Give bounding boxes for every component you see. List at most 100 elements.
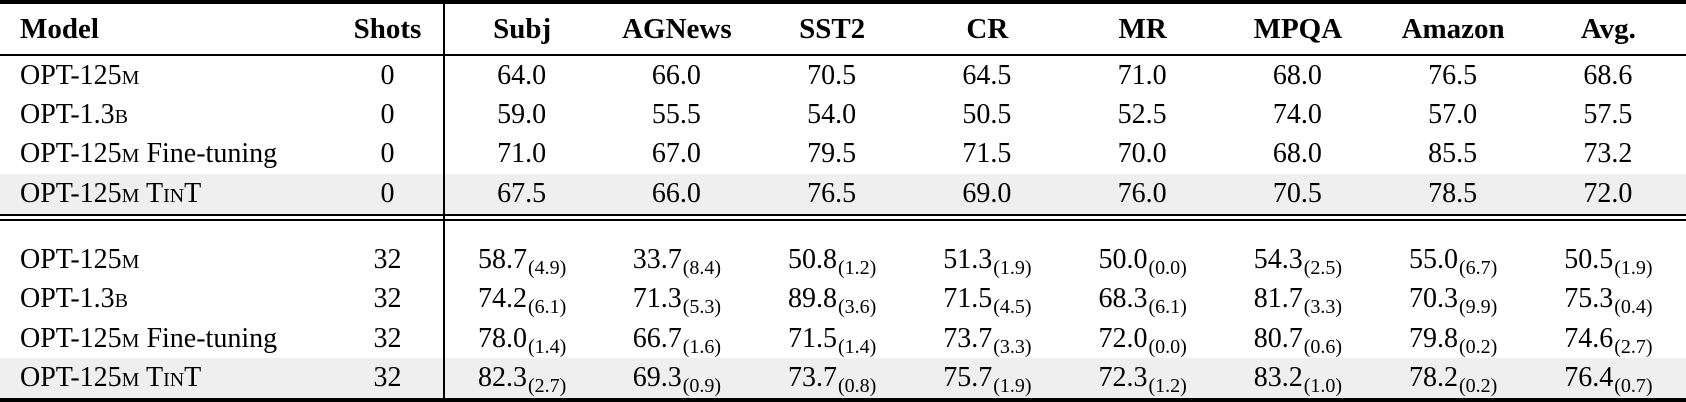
table-row-32shot-opt13b: OPT-1.3b 32 74.2(6.1) 71.3(5.3) 89.8(3.6… bbox=[0, 279, 1686, 320]
score-cell: 74.2(6.1) bbox=[442, 279, 600, 320]
score-cell: 52.5 bbox=[1117, 99, 1167, 131]
score-cell: 72.0(0.0) bbox=[1098, 322, 1187, 358]
shots-value: 0 bbox=[332, 174, 444, 215]
score-cell: 71.5 bbox=[962, 138, 1012, 170]
score-cell: 76.0 bbox=[1065, 174, 1221, 215]
column-header-mr: MR bbox=[1065, 2, 1221, 56]
score-cell: 79.5 bbox=[807, 138, 857, 170]
score-cell: 80.7(0.6) bbox=[1253, 322, 1343, 358]
score-cell: 71.5(1.4) bbox=[787, 322, 877, 358]
column-header-cr: CR bbox=[909, 2, 1065, 56]
score-cell: 78.0(1.4) bbox=[442, 319, 600, 359]
section-divider-double-rule bbox=[0, 213, 1686, 241]
score-cell: 78.5 bbox=[1375, 174, 1531, 215]
score-cell: 81.7(3.3) bbox=[1253, 283, 1343, 319]
score-cell: 66.0 bbox=[651, 59, 701, 91]
score-cell: 57.0 bbox=[1428, 99, 1478, 131]
score-cell: 82.3(2.7) bbox=[442, 358, 600, 400]
score-cell: 55.0(6.7) bbox=[1408, 244, 1498, 280]
model-name: OPT-125m bbox=[20, 244, 140, 276]
score-cell: 51.3(1.9) bbox=[943, 244, 1032, 280]
score-cell: 76.4(0.7) bbox=[1530, 358, 1686, 400]
score-cell: 70.3(9.9) bbox=[1408, 283, 1498, 319]
score-cell: 54.0 bbox=[807, 99, 857, 131]
model-name: OPT-1.3b bbox=[20, 283, 128, 315]
model-name: OPT-125m Fine-tuning bbox=[20, 138, 278, 170]
score-cell: 89.8(3.6) bbox=[787, 283, 877, 319]
column-header-agnews: AGNews bbox=[599, 2, 755, 56]
model-name: OPT-125m TinT bbox=[0, 174, 332, 215]
shots-value: 0 bbox=[380, 138, 395, 170]
score-cell: 85.5 bbox=[1428, 138, 1478, 170]
header-row: Model Shots Subj AGNews SST2 CR MR MPQA … bbox=[0, 2, 1686, 56]
shots-value: 32 bbox=[373, 244, 402, 276]
shots-value: 32 bbox=[373, 283, 402, 315]
score-cell: 71.0 bbox=[442, 134, 600, 175]
column-header-amazon: Amazon bbox=[1375, 2, 1531, 56]
column-header-sst2: SST2 bbox=[754, 2, 910, 56]
score-cell: 54.3(2.5) bbox=[1253, 244, 1343, 280]
column-header-mpqa: MPQA bbox=[1220, 2, 1376, 56]
shots-value: 32 bbox=[332, 358, 444, 400]
table-row-32shot-finetuning: OPT-125m Fine-tuning 32 78.0(1.4) 66.7(1… bbox=[0, 319, 1686, 359]
score-cell: 68.3(6.1) bbox=[1098, 283, 1187, 319]
score-cell: 69.0 bbox=[909, 174, 1065, 215]
score-cell: 73.2 bbox=[1583, 138, 1633, 170]
score-cell: 74.0 bbox=[1272, 99, 1322, 131]
score-cell: 71.5(4.5) bbox=[943, 283, 1032, 319]
column-header-shots: Shots bbox=[332, 2, 444, 56]
score-cell: 68.0 bbox=[1272, 138, 1322, 170]
score-cell: 58.7(4.9) bbox=[442, 240, 600, 280]
score-cell: 71.0 bbox=[1117, 59, 1167, 91]
score-cell: 79.8(0.2) bbox=[1408, 322, 1498, 358]
score-cell: 50.0(0.0) bbox=[1098, 244, 1187, 280]
score-cell: 68.6 bbox=[1583, 59, 1633, 91]
shots-value: 32 bbox=[373, 322, 402, 354]
table-row-0shot-tint-highlighted: OPT-125m TinT 0 67.5 66.0 76.5 69.0 76.0… bbox=[0, 174, 1686, 215]
score-cell: 76.5 bbox=[1428, 59, 1478, 91]
column-header-avg: Avg. bbox=[1530, 2, 1686, 56]
table-row-32shot-opt125m: OPT-125m 32 58.7(4.9) 33.7(8.4) 50.8(1.2… bbox=[0, 240, 1686, 280]
score-cell: 64.5 bbox=[962, 59, 1012, 91]
score-cell: 50.5 bbox=[962, 99, 1012, 131]
score-cell: 70.0 bbox=[1117, 138, 1167, 170]
column-header-model: Model bbox=[0, 2, 332, 56]
score-cell: 73.7(3.3) bbox=[943, 322, 1032, 358]
shots-value: 0 bbox=[380, 59, 395, 91]
score-cell: 83.2(1.0) bbox=[1220, 358, 1376, 400]
score-cell: 75.3(0.4) bbox=[1564, 283, 1653, 319]
score-cell: 50.8(1.2) bbox=[787, 244, 877, 280]
score-cell: 72.0 bbox=[1530, 174, 1686, 215]
model-name: OPT-125m Fine-tuning bbox=[20, 322, 278, 354]
score-cell: 70.5 bbox=[1220, 174, 1376, 215]
score-cell: 67.0 bbox=[651, 138, 701, 170]
score-cell: 75.7(1.9) bbox=[909, 358, 1065, 400]
score-cell: 67.5 bbox=[442, 174, 600, 215]
score-cell: 59.0 bbox=[442, 95, 600, 135]
score-cell: 71.3(5.3) bbox=[632, 283, 722, 319]
score-cell: 70.5 bbox=[807, 59, 857, 91]
score-cell: 69.3(0.9) bbox=[599, 358, 755, 400]
model-name: OPT-125m TinT bbox=[0, 358, 332, 400]
score-cell: 50.5(1.9) bbox=[1564, 244, 1653, 280]
score-cell: 68.0 bbox=[1272, 59, 1322, 91]
table-row-0shot-opt13b: OPT-1.3b 0 59.0 55.5 54.0 50.5 52.5 74.0… bbox=[0, 95, 1686, 135]
score-cell: 57.5 bbox=[1583, 99, 1633, 131]
score-cell: 76.5 bbox=[754, 174, 910, 215]
score-cell: 33.7(8.4) bbox=[632, 244, 722, 280]
score-cell: 55.5 bbox=[651, 99, 701, 131]
score-cell: 78.2(0.2) bbox=[1375, 358, 1531, 400]
table-row-0shot-opt125m: OPT-125m 0 64.0 66.0 70.5 64.5 71.0 68.0… bbox=[0, 55, 1686, 96]
table-row-0shot-finetuning: OPT-125m Fine-tuning 0 71.0 67.0 79.5 71… bbox=[0, 134, 1686, 175]
model-name: OPT-1.3b bbox=[20, 99, 128, 131]
table-row-32shot-tint-highlighted: OPT-125m TinT 32 82.3(2.7) 69.3(0.9) 73.… bbox=[0, 358, 1686, 400]
score-cell: 66.0 bbox=[599, 174, 755, 215]
model-name: OPT-125m bbox=[20, 59, 140, 91]
column-header-subj: Subj bbox=[442, 2, 600, 56]
score-cell: 73.7(0.8) bbox=[754, 358, 910, 400]
shots-value: 0 bbox=[380, 99, 395, 131]
score-cell: 64.0 bbox=[442, 55, 600, 96]
score-cell: 72.3(1.2) bbox=[1065, 358, 1221, 400]
